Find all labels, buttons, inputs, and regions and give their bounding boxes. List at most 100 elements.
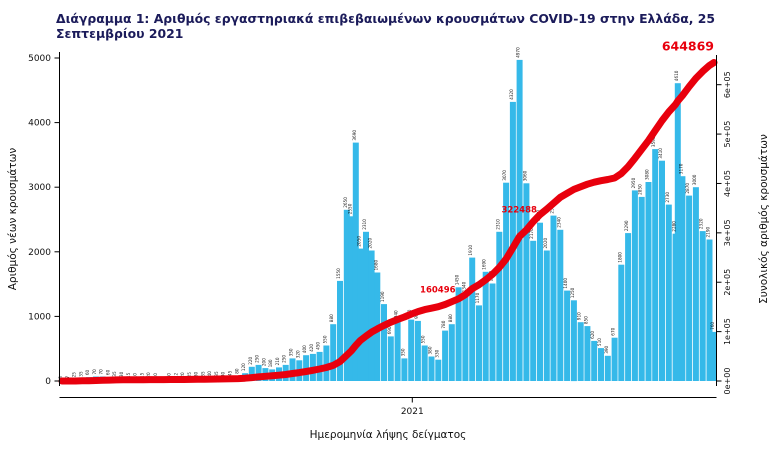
bar-value-label: 3590 bbox=[651, 136, 656, 147]
daily-cases-bar bbox=[401, 358, 408, 381]
daily-cases-bar bbox=[455, 287, 462, 381]
bar-value-label: 1170 bbox=[475, 292, 480, 303]
bar-value-label: 1340 bbox=[461, 281, 466, 292]
axes-group: 0 1000 2000 3000 4000 5000 0e+00 1e+05 2e+05 3e+0… bbox=[28, 52, 732, 417]
daily-cases-bar bbox=[255, 364, 262, 381]
bar-value-label: 180 bbox=[268, 359, 273, 367]
bar-value-label: 3 bbox=[58, 376, 63, 379]
daily-cases-bar bbox=[289, 358, 296, 381]
left-axis-tick-label: 4000 bbox=[28, 119, 51, 129]
bar-value-label: 2050 bbox=[356, 236, 361, 247]
cumulative-line-group bbox=[58, 59, 718, 385]
bar-value-label: 780 bbox=[441, 320, 446, 328]
bar-value-label: 3000 bbox=[692, 174, 697, 185]
daily-cases-bar bbox=[618, 264, 625, 381]
left-axis-tick-label: 0 bbox=[45, 377, 51, 387]
daily-cases-bar bbox=[435, 359, 442, 381]
bar-value-label: 350 bbox=[400, 348, 405, 356]
bar-value-label: 35 bbox=[78, 371, 83, 377]
bar-value-label: 220 bbox=[248, 356, 253, 364]
daily-cases-bar bbox=[665, 204, 672, 381]
daily-cases-bar bbox=[577, 322, 584, 381]
bar-value-label: 2190 bbox=[706, 227, 711, 238]
bar-value-label: 60 bbox=[106, 369, 111, 375]
daily-cases-bar bbox=[248, 366, 255, 381]
bar-value-label: 25 bbox=[72, 372, 77, 378]
left-axis-tick-label: 3000 bbox=[28, 183, 51, 193]
bar-value-label: 120 bbox=[241, 363, 246, 371]
bar-value-label: 250 bbox=[282, 355, 287, 363]
bar-value-label: 400 bbox=[302, 345, 307, 353]
bar-value-label: 880 bbox=[448, 314, 453, 322]
bar-value-labels-group: 3 7 25 35 60 70 70 60 35 30 15 10 15 20 10 5 10 12 20 25 30 3… bbox=[58, 47, 715, 379]
bar-value-label: 20 bbox=[146, 372, 151, 378]
daily-cases-bar bbox=[330, 324, 337, 381]
right-axis-tick-label: 5e+05 bbox=[723, 121, 732, 148]
left-axis-tick-label: 1000 bbox=[28, 312, 51, 322]
bar-value-label: 390 bbox=[604, 345, 609, 353]
bar-value-label: 2340 bbox=[556, 217, 561, 228]
bar-value-label: 1400 bbox=[563, 278, 568, 289]
bar-value-label: 20 bbox=[180, 372, 185, 378]
bar-value-label: 60 bbox=[85, 369, 90, 375]
bar-value-label: 3170 bbox=[678, 163, 683, 174]
daily-cases-bar bbox=[584, 326, 591, 381]
bar-value-label: 320 bbox=[295, 350, 300, 358]
daily-cases-bar bbox=[598, 348, 604, 381]
bar-value-label: 35 bbox=[214, 371, 219, 377]
bar-value-label: 4320 bbox=[509, 89, 514, 100]
bar-value-label: 3060 bbox=[522, 170, 527, 181]
bar-value-label: 15 bbox=[139, 372, 144, 378]
daily-cases-bar bbox=[482, 271, 489, 381]
right-axis-tick-label: 3e+05 bbox=[723, 219, 732, 246]
daily-cases-bar bbox=[591, 340, 598, 381]
daily-cases-bar bbox=[692, 187, 699, 381]
daily-cases-bar bbox=[706, 239, 713, 381]
bar-value-label: 2650 bbox=[343, 197, 348, 208]
bar-value-label: 850 bbox=[583, 316, 588, 324]
daily-cases-bar bbox=[711, 331, 717, 381]
daily-cases-bar bbox=[421, 345, 428, 381]
daily-cases-bar bbox=[645, 182, 652, 381]
bar-value-label: 40 bbox=[207, 371, 212, 377]
bar-value-label: 4610 bbox=[674, 70, 679, 81]
daily-cases-bar bbox=[348, 216, 355, 381]
bar-value-label: 620 bbox=[590, 331, 595, 339]
daily-cases-bar bbox=[625, 233, 632, 381]
daily-cases-bar bbox=[631, 190, 638, 381]
bar-value-label: 2850 bbox=[638, 184, 643, 195]
bar-value-label: 35 bbox=[200, 371, 205, 377]
daily-cases-bar bbox=[363, 231, 369, 381]
bar-value-label: 450 bbox=[316, 342, 321, 350]
daily-cases-bar bbox=[557, 229, 564, 381]
daily-cases-bar bbox=[679, 176, 686, 381]
bar-value-label: 15 bbox=[126, 372, 131, 378]
bar-value-label: 2730 bbox=[665, 192, 670, 203]
daily-cases-bar bbox=[699, 231, 706, 381]
daily-cases-bar bbox=[394, 320, 401, 381]
cumulative-cases-line bbox=[58, 59, 718, 385]
daily-cases-bar bbox=[476, 305, 482, 381]
bar-value-label: 250 bbox=[255, 355, 260, 363]
bar-value-label: 2280 bbox=[672, 221, 677, 232]
bar-value-label: 1250 bbox=[570, 287, 575, 298]
bar-value-label: 2320 bbox=[699, 218, 704, 229]
bar-value-label: 1450 bbox=[455, 274, 460, 285]
bar-value-label: 1910 bbox=[468, 245, 473, 256]
bar-value-label: 670 bbox=[611, 327, 616, 335]
bar-value-label: 2170 bbox=[529, 228, 534, 239]
bar-value-label: 30 bbox=[221, 371, 226, 377]
x-axis-tick-label: 2021 bbox=[401, 407, 424, 417]
daily-cases-bar bbox=[659, 160, 665, 381]
daily-cases-bar bbox=[462, 294, 469, 381]
bar-value-label: 80 bbox=[234, 368, 239, 374]
daily-cases-bar bbox=[414, 320, 421, 381]
y-axis-title-right: Συνολικός αριθμός κρουσμάτων bbox=[758, 134, 770, 304]
daily-cases-bar bbox=[638, 196, 645, 381]
daily-cases-bar bbox=[381, 304, 387, 381]
annotation-total-cases: 644869 bbox=[662, 39, 714, 54]
daily-cases-bar bbox=[503, 182, 510, 381]
daily-cases-bar bbox=[368, 250, 375, 381]
